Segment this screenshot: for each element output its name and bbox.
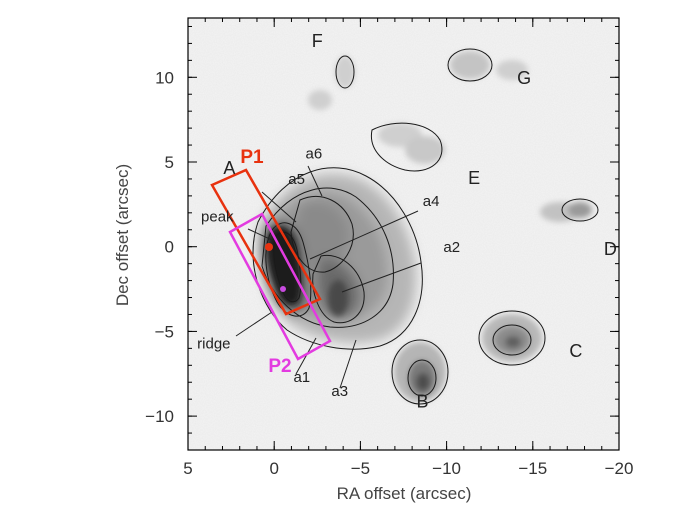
x-tick-label: 5 bbox=[183, 459, 192, 478]
region-label-f: F bbox=[312, 31, 323, 51]
axis-ticks: 5 0 −5 −10 −15 −20 10 5 0 −5 −10 bbox=[145, 18, 633, 478]
region-label-g: G bbox=[517, 68, 531, 88]
peak-marker bbox=[265, 243, 273, 251]
x-tick-label: −20 bbox=[605, 459, 634, 478]
p1-box bbox=[210, 168, 322, 316]
x-tick-label: 0 bbox=[269, 459, 278, 478]
ridge-marker bbox=[280, 286, 286, 292]
feature-label-ridge: ridge bbox=[197, 335, 230, 352]
region-label-c: C bbox=[569, 341, 582, 361]
p2-label: P2 bbox=[268, 356, 291, 377]
y-tick-label: 0 bbox=[165, 238, 174, 257]
feature-label-a5: a5 bbox=[288, 171, 305, 188]
feature-label-a4: a4 bbox=[423, 193, 440, 210]
p2-box bbox=[228, 212, 332, 361]
slit-boxes bbox=[210, 168, 332, 361]
annotation-lines bbox=[235, 165, 422, 389]
y-tick-label: 5 bbox=[165, 153, 174, 172]
y-tick-label: −5 bbox=[155, 322, 174, 341]
x-tick-label: −10 bbox=[432, 459, 461, 478]
feature-label-peak: peak bbox=[201, 208, 234, 225]
x-axis-label: RA offset (arcsec) bbox=[337, 484, 472, 503]
region-label-a: A bbox=[223, 158, 235, 178]
region-label-d: D bbox=[604, 239, 617, 259]
feature-label-a3: a3 bbox=[331, 383, 348, 400]
p1-label: P1 bbox=[240, 147, 264, 168]
y-tick-label: 10 bbox=[155, 68, 174, 87]
feature-label-a1: a1 bbox=[293, 369, 310, 386]
x-tick-label: −15 bbox=[518, 459, 547, 478]
y-axis-label: Dec offset (arcsec) bbox=[113, 164, 132, 306]
y-tick-label: −10 bbox=[145, 407, 174, 426]
region-label-b: B bbox=[416, 392, 428, 412]
x-tick-label: −5 bbox=[351, 459, 370, 478]
map-image bbox=[188, 18, 619, 450]
region-label-e: E bbox=[468, 168, 480, 188]
feature-label-a2: a2 bbox=[443, 239, 460, 256]
feature-label-a6: a6 bbox=[306, 146, 323, 163]
plot-frame bbox=[187, 17, 620, 451]
